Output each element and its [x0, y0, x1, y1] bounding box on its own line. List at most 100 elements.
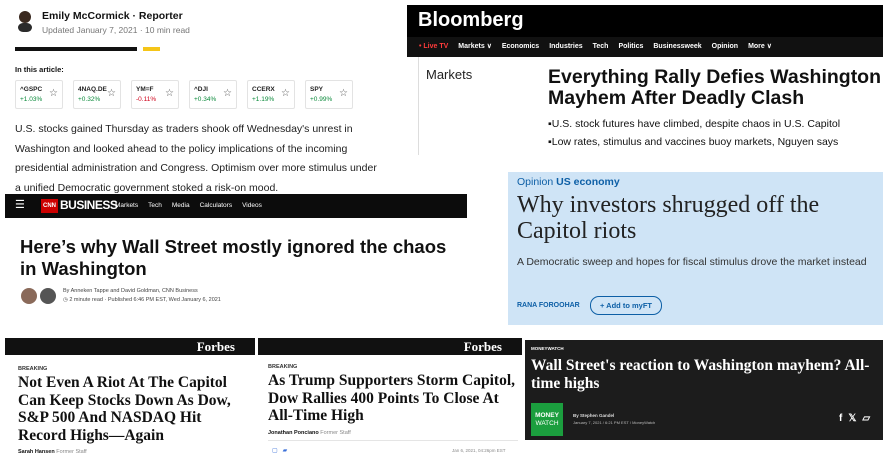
divider — [418, 57, 419, 155]
divider — [268, 440, 518, 441]
nav-bar: • Live TV Markets ∨ Economics Industries Tec… — [407, 37, 883, 57]
ticker-change: -0.11% — [136, 96, 156, 103]
divider-accent — [143, 47, 160, 51]
article-meta: ◷ 2 minute read · Published 6:46 PM EST,… — [63, 297, 221, 303]
add-button[interactable]: + Add to myFT — [590, 296, 662, 315]
share-icons[interactable]: f𝕏▱ — [839, 413, 876, 424]
cnn-logo[interactable]: CNN — [41, 199, 58, 213]
ticker-symbol: YM=F — [136, 86, 154, 93]
ticker-card[interactable]: ^DJI+0.34%☆ — [189, 80, 237, 109]
bloomberg-header: Bloomberg — [407, 5, 883, 37]
nav-link[interactable]: Videos — [242, 202, 262, 209]
nav-link[interactable]: Opinion — [712, 43, 738, 50]
bullet-list: ▪U.S. stock futures have climbed, despit… — [548, 115, 840, 151]
watch-star[interactable]: ☆ — [223, 88, 232, 99]
author[interactable]: RANA FOROOHAR — [517, 302, 580, 309]
ticker-symbol: 4NAQ.DE — [78, 86, 107, 93]
author-name[interactable]: Emily McCormick — [42, 10, 130, 22]
kicker-label[interactable]: Opinion — [517, 176, 553, 188]
nav-link[interactable]: More ∨ — [748, 43, 772, 50]
headline: As Trump Supporters Storm Capitol, Dow R… — [268, 372, 518, 425]
ticker-symbol: ^DJI — [194, 86, 208, 93]
watch-star[interactable]: ☆ — [339, 88, 348, 99]
byline: Sarah Hansen Former Staff — [18, 449, 87, 455]
logo-text[interactable]: BUSINESS — [60, 198, 117, 212]
headline: Not Even A Riot At The Capitol Can Keep … — [18, 374, 248, 444]
bullet: ▪U.S. stock futures have climbed, despit… — [548, 115, 840, 133]
nav-link[interactable]: Tech — [148, 202, 162, 209]
forbes-header: Forbes — [258, 338, 522, 355]
moneywatch-logo: MONEY WATCH — [531, 403, 563, 436]
author-role: Reporter — [139, 10, 183, 22]
cnn-nav: ☰ CNN BUSINESS Markets Tech Media Calculato… — [5, 194, 467, 218]
article-meta: January 7, 2021 / 6:21 PM EST / MoneyWat… — [573, 420, 655, 425]
ticker-card[interactable]: 4NAQ.DE +0.32% ☆ — [73, 80, 121, 109]
byline: By Anneken Tappe and David Goldman, CNN … — [63, 288, 198, 294]
nav-link[interactable]: Politics — [618, 43, 643, 50]
article-meta: Updated January 7, 2021 · 10 min read — [42, 25, 190, 35]
nav-link[interactable]: Businessweek — [653, 43, 701, 50]
logo[interactable]: Bloomberg — [418, 9, 524, 32]
ft-panel: Opinion US economy Why investors shrugge… — [508, 172, 883, 325]
standfirst: A Democratic sweep and hopes for fiscal … — [517, 255, 872, 269]
nav-link[interactable]: • Live TV — [419, 43, 448, 50]
article-paragraph: U.S. stocks gained Thursday as traders s… — [15, 120, 380, 198]
nav-link[interactable]: Industries — [549, 43, 582, 50]
ticker-change: +0.32% — [78, 96, 100, 103]
ticker-symbol: SPY — [310, 86, 323, 93]
bullet-text: Low rates, stimulus and vaccines buoy ma… — [552, 136, 839, 148]
watch-star[interactable]: ☆ — [165, 88, 174, 99]
nav-link[interactable]: Markets — [115, 202, 138, 209]
author[interactable]: Jonathan Ponciano — [268, 430, 319, 436]
nav-link[interactable]: Markets ∨ — [458, 43, 492, 50]
page: Emily McCormick · Reporter Updated Janua… — [0, 0, 883, 458]
ticker-card[interactable]: CCERX +1.19% ☆ — [247, 80, 295, 109]
ticker-change: +0.99% — [310, 96, 332, 103]
bullet: ▪Low rates, stimulus and vaccines buoy m… — [548, 133, 840, 151]
watch-star[interactable]: ☆ — [107, 88, 116, 99]
label: BREAKING — [268, 364, 297, 370]
author-avatar — [16, 10, 34, 32]
section-label: In this article: — [15, 65, 64, 74]
section-label[interactable]: MONEYWATCH — [531, 346, 564, 351]
menu-icon[interactable]: ☰ — [15, 198, 25, 211]
date: Jan 6, 2021, 04:26pm EST — [452, 448, 506, 453]
topic[interactable]: US economy — [556, 176, 620, 188]
headline: Wall Street's reaction to Washington may… — [531, 357, 881, 392]
ticker-symbol: CCERX — [252, 86, 275, 93]
cbs-panel: MONEYWATCH Wall Street's reaction to Was… — [525, 340, 883, 440]
logo-text: MONEY — [531, 412, 563, 420]
author-role: Former Staff — [320, 430, 350, 436]
forbes-header: Forbes — [5, 338, 255, 355]
nav-links: Markets Tech Media Calculators Videos — [115, 194, 272, 218]
nav-link[interactable]: Tech — [593, 43, 609, 50]
ticker-card[interactable]: ^GSPC +1.03% ☆ — [15, 80, 63, 109]
byline: Jonathan Ponciano Former Staff — [268, 430, 351, 436]
watch-star[interactable]: ☆ — [49, 88, 58, 99]
section-label[interactable]: Markets — [426, 67, 472, 82]
logo[interactable]: Forbes — [197, 339, 235, 355]
kicker: Opinion US economy — [517, 176, 620, 188]
ticker-card[interactable]: YM=F -0.11% ☆ — [131, 80, 179, 109]
bullet-text: U.S. stock futures have climbed, despite… — [552, 118, 840, 130]
ticker-change: +1.03% — [20, 96, 42, 103]
byline: By Stephen Gandel — [573, 413, 614, 418]
ticker-symbol: ^GSPC — [20, 86, 42, 93]
author-role: Former Staff — [56, 449, 86, 455]
headline: Everything Rally Defies Washington Mayhe… — [548, 67, 883, 109]
nav-link[interactable]: Economics — [502, 43, 539, 50]
author[interactable]: Sarah Hansen — [18, 449, 55, 455]
author-avatars — [20, 287, 60, 305]
divider — [15, 47, 137, 51]
nav-link[interactable]: Calculators — [200, 202, 233, 209]
headline: Why investors shrugged off the Capitol r… — [517, 192, 877, 244]
logo-text: WATCH — [531, 420, 563, 428]
headline: Here’s why Wall Street mostly ignored th… — [20, 236, 465, 280]
share-icons[interactable]: ▢ ▰ — [272, 447, 287, 454]
nav-link[interactable]: Media — [172, 202, 190, 209]
ticker-card[interactable]: SPY +0.99% ☆ — [305, 80, 353, 109]
watch-star[interactable]: ☆ — [281, 88, 290, 99]
ticker-change: +1.19% — [252, 96, 274, 103]
logo[interactable]: Forbes — [464, 339, 502, 355]
byline: Emily McCormick · Reporter — [42, 10, 183, 22]
